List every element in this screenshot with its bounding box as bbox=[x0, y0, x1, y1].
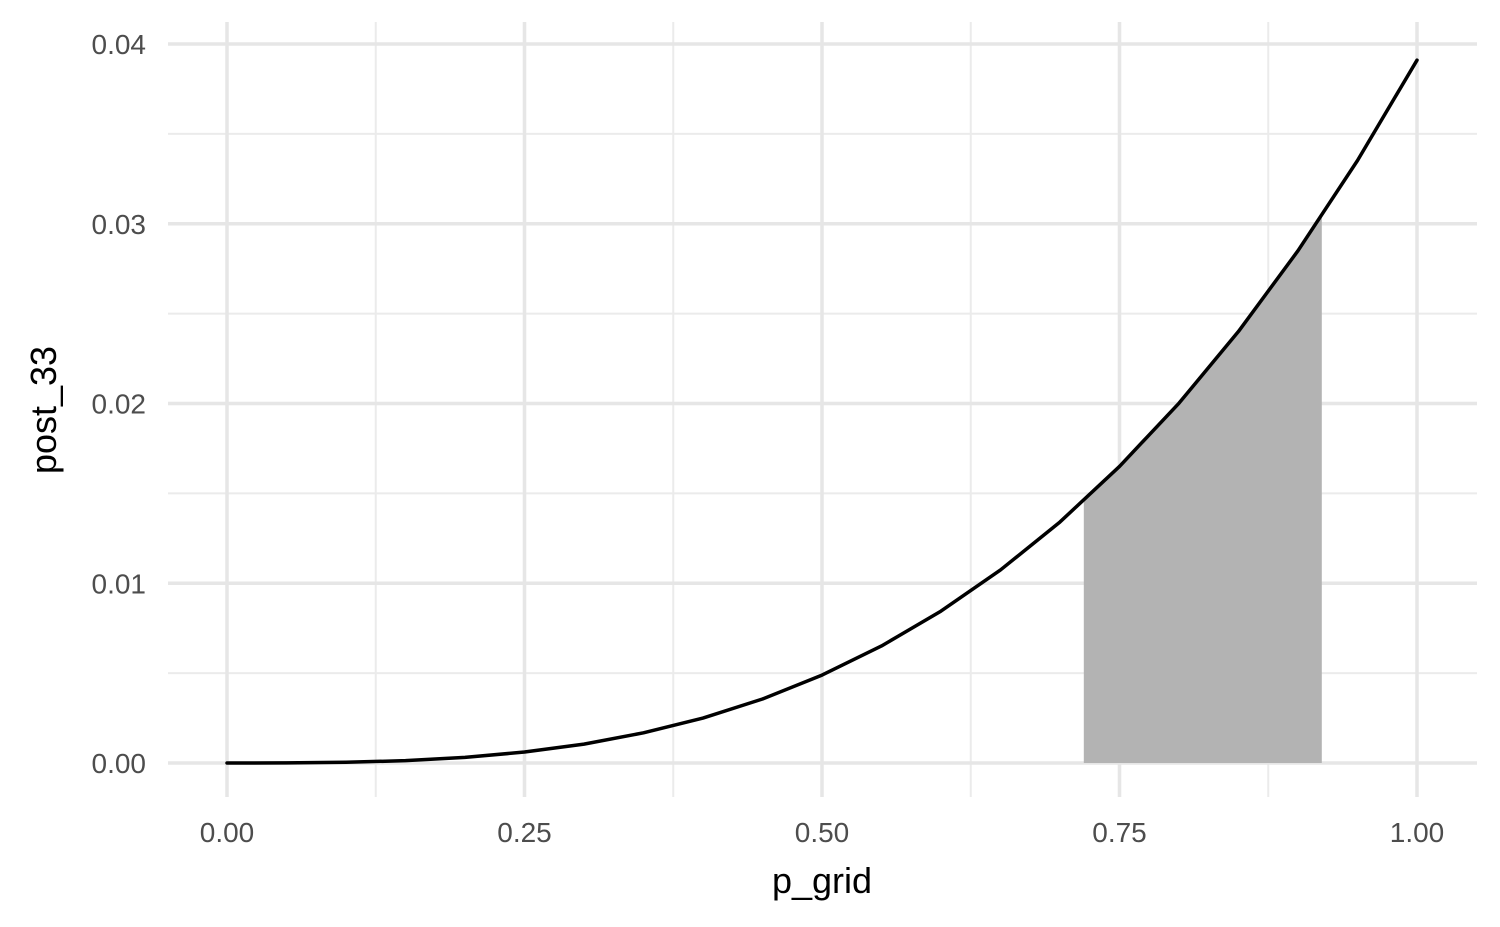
y-tick-labels: 0.00 0.01 0.02 0.03 0.04 bbox=[92, 29, 147, 779]
x-tick-label: 0.00 bbox=[200, 817, 255, 848]
y-tick-label: 0.01 bbox=[92, 568, 147, 599]
x-tick-label: 0.25 bbox=[497, 817, 552, 848]
series-line bbox=[225, 58, 1419, 765]
y-tick-label: 0.02 bbox=[92, 389, 147, 420]
x-tick-labels: 0.00 0.25 0.50 0.75 1.00 bbox=[200, 817, 1445, 848]
x-tick-label: 0.75 bbox=[1092, 817, 1147, 848]
shaded-interval bbox=[1083, 214, 1322, 763]
x-tick-label: 1.00 bbox=[1390, 817, 1445, 848]
y-axis-title: post_33 bbox=[23, 346, 64, 474]
y-tick-label: 0.04 bbox=[92, 29, 147, 60]
series-lines bbox=[225, 58, 1419, 765]
shaded-area bbox=[1083, 214, 1322, 763]
y-tick-label: 0.03 bbox=[92, 209, 147, 240]
x-axis-title: p_grid bbox=[772, 860, 872, 901]
x-tick-label: 0.50 bbox=[795, 817, 850, 848]
y-tick-label: 0.00 bbox=[92, 748, 147, 779]
